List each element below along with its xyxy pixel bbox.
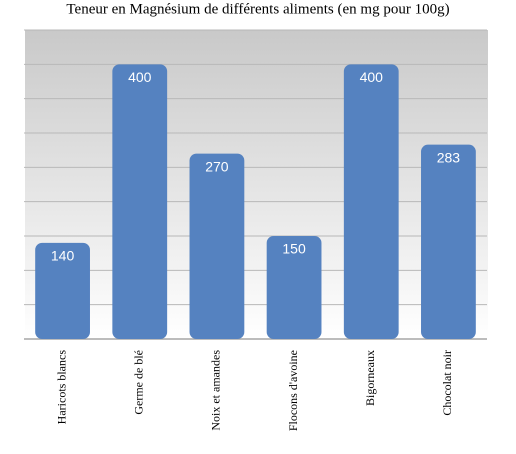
- data-label: 140: [51, 248, 75, 264]
- bar: [189, 153, 245, 339]
- chart-title: Teneur en Magnésium de différents alimen…: [66, 1, 449, 17]
- data-label: 283: [437, 149, 461, 165]
- bar: [112, 64, 168, 339]
- x-tick-label: Bigorneaux: [363, 350, 377, 406]
- data-label: 400: [360, 69, 384, 85]
- bar: [266, 236, 322, 339]
- bar: [343, 64, 399, 339]
- x-tick-label: Flocons d'avoine: [286, 350, 300, 431]
- data-label: 270: [205, 158, 229, 174]
- data-label: 400: [128, 69, 152, 85]
- data-label: 150: [282, 241, 306, 257]
- bar: [35, 242, 90, 339]
- x-tick-label: Chocolat noir: [440, 350, 454, 416]
- plot-background: [25, 30, 488, 339]
- x-tick-label: Haricots blancs: [54, 350, 68, 425]
- bar: [421, 144, 476, 339]
- x-tick-label: Noix et amandes: [209, 350, 223, 431]
- x-tick-label: Germe de blé: [132, 350, 146, 415]
